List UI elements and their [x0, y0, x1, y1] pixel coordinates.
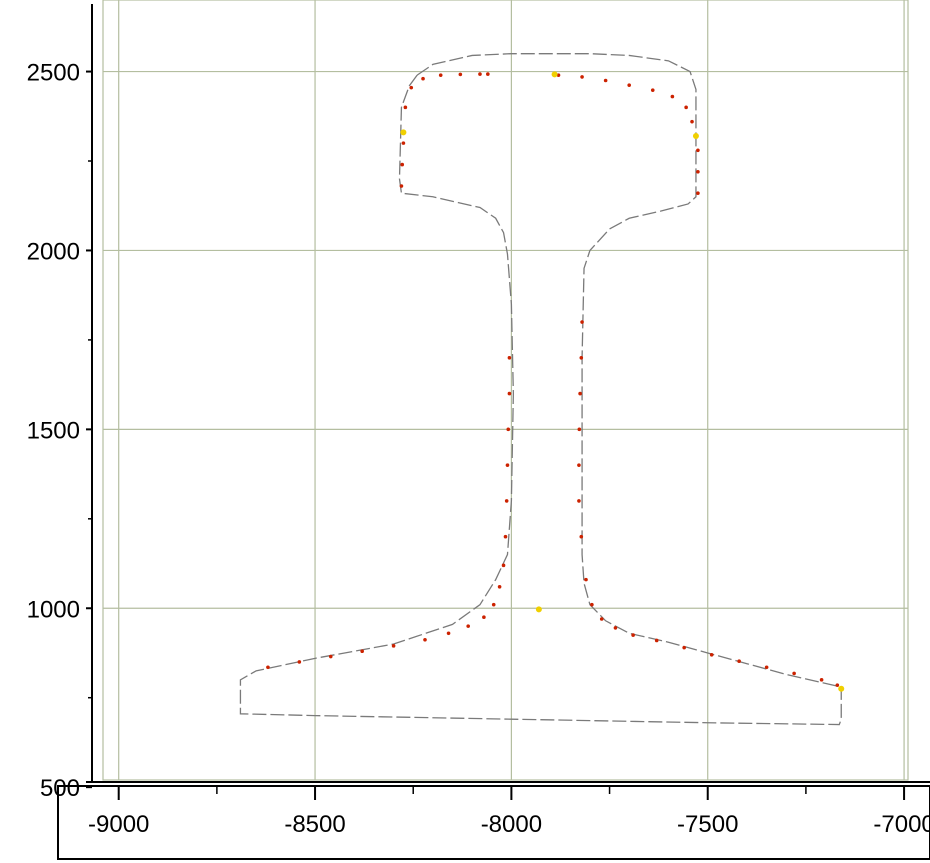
x-axis-box: [57, 785, 930, 860]
x-axis-ticks: -9000 -8500 -8000 -7500 -7000: [88, 786, 930, 838]
measured-point: [696, 148, 700, 153]
measured-point: [579, 534, 584, 539]
series-layer: [239, 53, 845, 726]
measured-point: [603, 78, 608, 83]
measured-point: [599, 617, 604, 621]
plot-area-frame: [102, 0, 909, 781]
measured-point: [409, 85, 414, 90]
measured-point: [505, 463, 510, 467]
measured-point: [507, 391, 512, 396]
x-tick-label: -9000: [88, 811, 149, 838]
measured-point: [297, 660, 302, 664]
y-tick-label: 500: [40, 775, 80, 802]
y-axis-ticks: 500 1000 1500 2000 2500: [27, 60, 92, 802]
measured-point: [401, 141, 406, 145]
x-tick-label: -8500: [284, 811, 345, 838]
measured-point: [835, 683, 840, 687]
y-tick-label: 1000: [27, 596, 80, 623]
measured-point: [580, 320, 584, 324]
measured-point: [266, 665, 270, 670]
measured-point: [458, 72, 463, 77]
x-tick-label: -7500: [677, 811, 738, 838]
measured-point: [506, 427, 511, 432]
measured-point: [423, 637, 427, 642]
reference-profile-line: [239, 53, 842, 726]
measured-point: [507, 355, 512, 360]
grid: [103, 0, 908, 780]
measured-point: [403, 105, 408, 110]
measured-point: [501, 563, 506, 568]
measured-point: [792, 671, 796, 676]
measured-point: [578, 391, 582, 396]
y-tick-label: 1500: [27, 417, 80, 444]
measured-point: [360, 649, 364, 653]
measured-point: [590, 602, 594, 607]
measured-point: [556, 73, 561, 77]
x-tick-label: -8000: [481, 811, 542, 838]
measured-point: [579, 355, 584, 360]
measured-point: [438, 73, 443, 77]
measured-point: [764, 665, 769, 670]
measured-point: [580, 75, 584, 79]
measured-point: [819, 678, 824, 682]
measured-point: [504, 499, 509, 503]
key-point: [838, 685, 845, 692]
measured-point: [328, 654, 333, 659]
measured-point: [399, 184, 404, 188]
measured-point: [670, 94, 675, 99]
measured-point: [497, 584, 502, 589]
measured-point: [682, 645, 686, 650]
measured-point: [400, 162, 405, 167]
measured-point: [391, 644, 396, 648]
measured-point: [482, 615, 486, 620]
measured-point: [577, 499, 581, 503]
measured-point: [584, 577, 588, 582]
measured-point: [684, 105, 688, 110]
x-tick-label: -7000: [873, 811, 930, 838]
measured-point: [421, 76, 425, 81]
measured-point: [613, 626, 618, 630]
measured-point: [478, 72, 482, 76]
measured-point: [503, 534, 508, 539]
measured-point: [446, 631, 451, 636]
y-tick-label: 2000: [27, 238, 80, 265]
measured-point: [627, 83, 631, 87]
measured-point: [466, 624, 470, 628]
measured-point: [654, 638, 659, 643]
measured-point: [696, 191, 700, 196]
measured-point: [577, 463, 581, 467]
measured-point: [696, 169, 700, 174]
y-tick-label: 2500: [27, 60, 80, 87]
measured-point: [631, 633, 635, 637]
measured-point: [650, 88, 655, 92]
measured-point: [737, 659, 741, 664]
measured-point: [690, 119, 694, 124]
measured-point: [486, 72, 490, 76]
key-point: [551, 71, 558, 78]
measured-point: [577, 427, 582, 432]
key-point: [535, 606, 542, 613]
measured-point: [709, 652, 714, 657]
key-point: [400, 129, 407, 136]
measured-point: [491, 602, 496, 607]
key-point: [692, 132, 699, 139]
